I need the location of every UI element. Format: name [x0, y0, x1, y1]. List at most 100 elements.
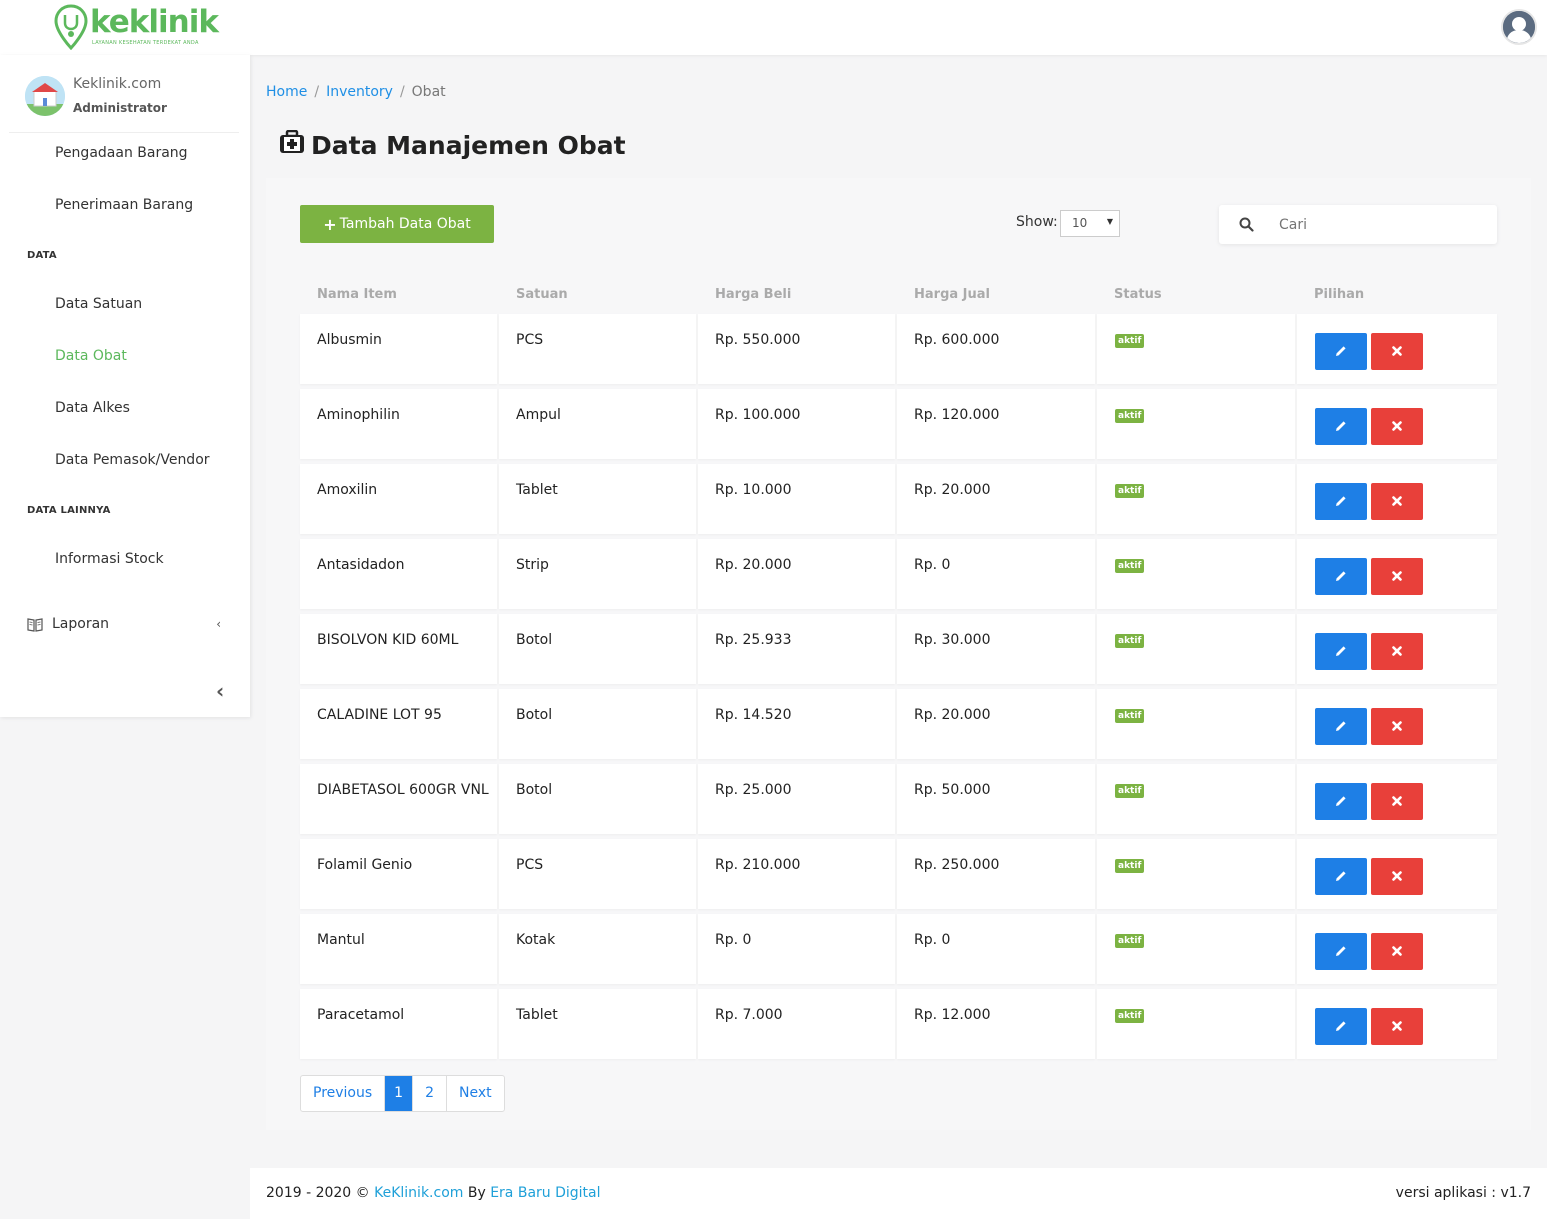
- pagination-page-2[interactable]: 2: [413, 1076, 448, 1111]
- pencil-icon: [1336, 646, 1346, 656]
- delete-button[interactable]: [1371, 333, 1423, 370]
- edit-button[interactable]: [1315, 933, 1367, 970]
- show-entries-value: 10: [1072, 216, 1088, 230]
- footer-years: 2019 - 2020 ©: [266, 1185, 370, 1201]
- table-cell-jual: Rp. 0: [897, 539, 1095, 609]
- edit-button[interactable]: [1315, 1008, 1367, 1045]
- pagination-next[interactable]: Next: [459, 1085, 492, 1101]
- delete-button[interactable]: [1371, 933, 1423, 970]
- sidebar-item-laporan[interactable]: Laporan ‹: [27, 616, 227, 636]
- edit-button[interactable]: [1315, 633, 1367, 670]
- pencil-icon: [1336, 571, 1346, 581]
- delete-button[interactable]: [1371, 633, 1423, 670]
- edit-button[interactable]: [1315, 708, 1367, 745]
- status-badge: aktif: [1115, 559, 1145, 573]
- edit-button[interactable]: [1315, 783, 1367, 820]
- footer-company-link[interactable]: Era Baru Digital: [490, 1185, 601, 1201]
- column-header-harga-jual[interactable]: Harga Jual: [914, 287, 990, 302]
- close-icon: [1392, 871, 1402, 881]
- column-header-status[interactable]: Status: [1114, 287, 1162, 302]
- sidebar-item-penerimaan-barang[interactable]: Penerimaan Barang: [55, 197, 194, 213]
- delete-button[interactable]: [1371, 1008, 1423, 1045]
- edit-button[interactable]: [1315, 333, 1367, 370]
- table-cell-pilihan: [1297, 389, 1497, 459]
- sidebar-item-data-obat[interactable]: Data Obat: [55, 348, 127, 364]
- sidebar-item-data-satuan[interactable]: Data Satuan: [55, 296, 143, 312]
- table-cell-jual: Rp. 12.000: [897, 989, 1095, 1059]
- table-cell-satuan: PCS: [499, 314, 696, 384]
- table-cell-nama: Albusmin: [300, 314, 497, 384]
- caret-down-icon: ▼: [1106, 217, 1113, 226]
- breadcrumb-inventory[interactable]: Inventory: [326, 84, 393, 100]
- pencil-icon: [1336, 421, 1346, 431]
- delete-button[interactable]: [1371, 783, 1423, 820]
- delete-button[interactable]: [1371, 858, 1423, 895]
- table-cell-status: aktif: [1097, 689, 1295, 759]
- pagination-page-1[interactable]: 1: [385, 1076, 414, 1111]
- status-badge: aktif: [1115, 409, 1145, 423]
- close-icon: [1392, 571, 1402, 581]
- table-cell-nama: CALADINE LOT 95: [300, 689, 497, 759]
- sidebar-item-pengadaan-barang[interactable]: Pengadaan Barang: [55, 145, 188, 161]
- edit-button[interactable]: [1315, 558, 1367, 595]
- sidebar-item-data-alkes[interactable]: Data Alkes: [55, 400, 130, 416]
- footer-copyright: 2019 - 2020 © KeKlinik.com By Era Baru D…: [266, 1185, 601, 1201]
- table-cell-pilihan: [1297, 839, 1497, 909]
- table-row: Aminophilin Ampul Rp. 100.000 Rp. 120.000 ak…: [300, 389, 1497, 459]
- table-cell-pilihan: [1297, 914, 1497, 984]
- table-cell-nama: Paracetamol: [300, 989, 497, 1059]
- status-badge: aktif: [1115, 634, 1145, 648]
- table-cell-beli: Rp. 10.000: [698, 464, 895, 534]
- close-icon: [1392, 1021, 1402, 1031]
- column-header-satuan[interactable]: Satuan: [516, 287, 568, 302]
- sidebar-item-informasi-stock[interactable]: Informasi Stock: [55, 551, 164, 567]
- sidebar-section-data: DATA: [27, 250, 57, 261]
- brand-name: keklinik: [90, 4, 219, 40]
- column-header-harga-beli[interactable]: Harga Beli: [715, 287, 792, 302]
- edit-button[interactable]: [1315, 858, 1367, 895]
- sidebar-profile: Keklinik.com Administrator: [9, 55, 239, 133]
- search-input[interactable]: [1279, 213, 1479, 237]
- column-header-nama-item[interactable]: Nama Item: [317, 287, 397, 302]
- user-avatar-icon[interactable]: [1501, 9, 1537, 45]
- delete-button[interactable]: [1371, 483, 1423, 520]
- profile-role: Administrator: [73, 101, 167, 115]
- table-cell-pilihan: [1297, 539, 1497, 609]
- delete-button[interactable]: [1371, 408, 1423, 445]
- close-icon: [1392, 496, 1402, 506]
- table-cell-pilihan: [1297, 989, 1497, 1059]
- table-row: Antasidadon Strip Rp. 20.000 Rp. 0 aktif: [300, 539, 1497, 609]
- edit-button[interactable]: [1315, 483, 1367, 520]
- sidebar-item-data-pemasok-vendor[interactable]: Data Pemasok/Vendor: [55, 452, 210, 468]
- table-cell-satuan: Strip: [499, 539, 696, 609]
- add-obat-button[interactable]: + Tambah Data Obat: [300, 205, 494, 243]
- pencil-icon: [1336, 721, 1346, 731]
- table-row: CALADINE LOT 95 Botol Rp. 14.520 Rp. 20.000…: [300, 689, 1497, 759]
- table-cell-status: aktif: [1097, 539, 1295, 609]
- table-cell-beli: Rp. 7.000: [698, 989, 895, 1059]
- table-row: Albusmin PCS Rp. 550.000 Rp. 600.000 aktif: [300, 314, 1497, 384]
- keklinik-logo[interactable]: keklinik LAYANAN KESEHATAN TERDEKAT ANDA: [54, 4, 219, 52]
- footer-site-link[interactable]: KeKlinik.com: [374, 1185, 464, 1201]
- status-badge: aktif: [1115, 709, 1145, 723]
- delete-button[interactable]: [1371, 558, 1423, 595]
- table-cell-jual: Rp. 600.000: [897, 314, 1095, 384]
- table-cell-status: aktif: [1097, 914, 1295, 984]
- medkit-icon: [279, 129, 305, 160]
- table-cell-pilihan: [1297, 764, 1497, 834]
- breadcrumb-home[interactable]: Home: [266, 84, 308, 100]
- close-icon: [1392, 946, 1402, 956]
- pagination-previous[interactable]: Previous: [301, 1076, 386, 1111]
- sidebar-collapse-button[interactable]: ‹: [216, 679, 225, 703]
- delete-button[interactable]: [1371, 708, 1423, 745]
- table-cell-satuan: Kotak: [499, 914, 696, 984]
- table-cell-nama: Aminophilin: [300, 389, 497, 459]
- pencil-icon: [1336, 796, 1346, 806]
- edit-button[interactable]: [1315, 408, 1367, 445]
- add-obat-label: Tambah Data Obat: [339, 216, 471, 232]
- show-entries-select[interactable]: 10 ▼: [1060, 210, 1120, 237]
- sidebar-section-data-lainnya: DATA LAINNYA: [27, 505, 111, 516]
- table-cell-satuan: Botol: [499, 689, 696, 759]
- table-cell-status: aktif: [1097, 464, 1295, 534]
- status-badge: aktif: [1115, 1009, 1145, 1023]
